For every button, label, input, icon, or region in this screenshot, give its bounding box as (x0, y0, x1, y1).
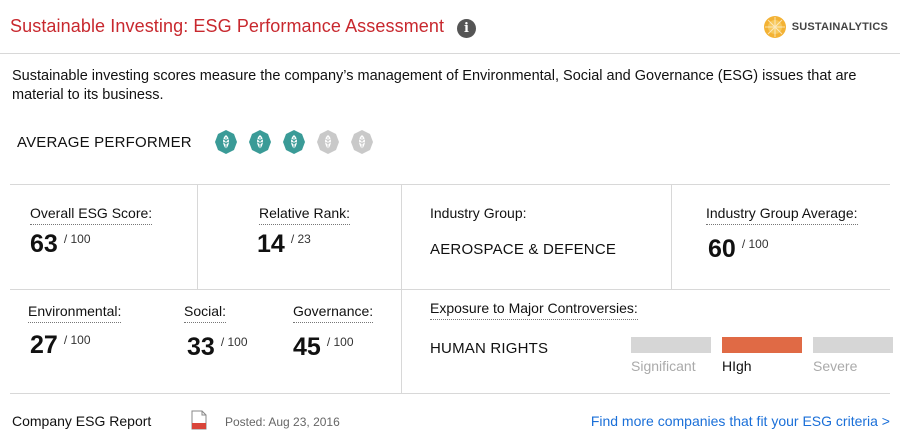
industry-average-denominator: / 100 (741, 237, 769, 251)
severity-bar-significant (631, 337, 711, 353)
relative-rank: 14 / 23 (257, 230, 311, 259)
severity-label-severe: Severe (813, 358, 858, 374)
header: Sustainable Investing: ESG Performance A… (0, 0, 900, 54)
industry-average-label: Industry Group Average: (706, 205, 858, 225)
leaf-filled-icon (248, 130, 271, 154)
leaf-rating (214, 129, 384, 155)
industry-group-value: AEROSPACE & DEFENCE (430, 241, 617, 258)
brand-name: SUSTAINALYTICS (791, 21, 888, 33)
severity-label-high: HIgh (722, 358, 752, 374)
social-label: Social: (184, 303, 227, 323)
controversies-label: Exposure to Major Controversies: (430, 300, 638, 320)
relative-rank-label: Relative Rank: (259, 205, 351, 225)
environmental-value: 27 (30, 331, 58, 359)
leaf-empty-icon (316, 130, 339, 154)
industry-group-label: Industry Group: (430, 205, 527, 221)
severity-label-significant: Significant (631, 358, 696, 374)
environmental-label: Environmental: (28, 303, 122, 323)
performer-label: AVERAGE PERFORMER (17, 133, 192, 151)
overall-score-denominator: / 100 (63, 232, 91, 246)
governance-label: Governance: (293, 303, 374, 323)
divider (671, 185, 672, 289)
report-label: Company ESG Report (12, 413, 152, 429)
relative-rank-value: 14 (257, 230, 285, 258)
relative-rank-denominator: / 23 (290, 232, 311, 246)
info-icon[interactable]: i (457, 19, 476, 38)
divider (10, 289, 890, 290)
social-denominator: / 100 (220, 335, 248, 349)
esg-grid: Overall ESG Score: 63 / 100 Relative Rank… (10, 184, 893, 394)
overall-score-label: Overall ESG Score: (30, 205, 153, 225)
description: Sustainable investing scores measure the… (12, 68, 857, 103)
leaf-filled-icon (214, 130, 237, 154)
social-value: 33 (187, 333, 215, 361)
environmental-denominator: / 100 (63, 333, 91, 347)
brand: SUSTAINALYTICS (763, 14, 888, 40)
social-score: 33 / 100 (187, 333, 248, 362)
pdf-icon[interactable] (191, 410, 207, 430)
sustainalytics-logo-icon (763, 16, 786, 38)
page-title: Sustainable Investing: ESG Performance A… (10, 16, 445, 36)
posted-date: Posted: Aug 23, 2016 (225, 415, 340, 429)
industry-average: 60 / 100 (708, 235, 769, 264)
controversy-item: HUMAN RIGHTS (430, 340, 549, 357)
leaf-filled-icon (282, 130, 305, 154)
divider (197, 185, 198, 289)
governance-score: 45 / 100 (293, 333, 354, 362)
governance-denominator: / 100 (326, 335, 354, 349)
leaf-empty-icon (350, 130, 373, 154)
overall-score-value: 63 (30, 230, 58, 258)
overall-score: 63 / 100 (30, 230, 91, 259)
severity-bar-high (722, 337, 802, 353)
performer-rating: AVERAGE PERFORMER (17, 129, 384, 155)
severity-bar-severe (813, 337, 893, 353)
governance-value: 45 (293, 333, 321, 361)
industry-average-value: 60 (708, 235, 736, 263)
environmental-score: 27 / 100 (30, 331, 91, 360)
find-companies-link[interactable]: Find more companies that fit your ESG cr… (590, 413, 890, 429)
footer: Company ESG Report Posted: Aug 23, 2016 … (0, 396, 900, 448)
